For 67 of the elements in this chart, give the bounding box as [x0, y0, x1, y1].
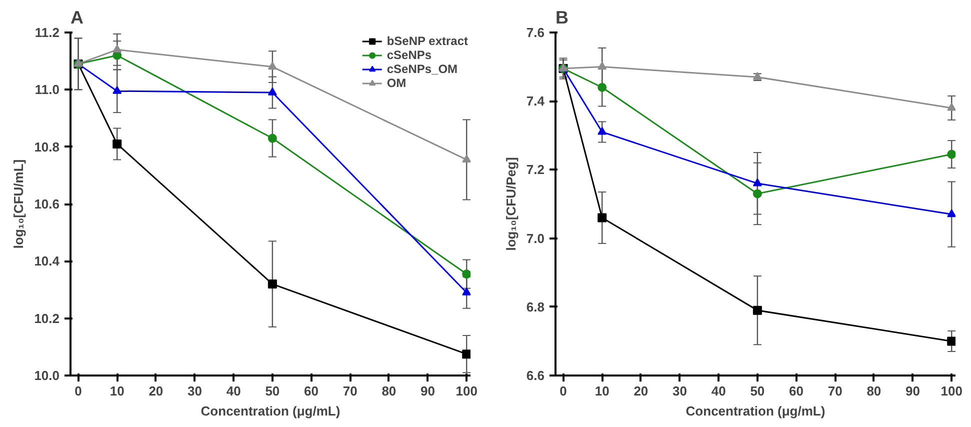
- y-tick-label: 7.2: [526, 162, 545, 178]
- point: [462, 154, 470, 163]
- y-tick-label: 11.2: [34, 25, 60, 40]
- point: [462, 270, 470, 279]
- y-tick-label: 10.6: [34, 196, 60, 212]
- y-tick-label: 6.6: [526, 368, 545, 383]
- point: [268, 280, 277, 289]
- legend-label: bSeNP extract: [386, 34, 468, 48]
- x-tick-label: 90: [420, 384, 436, 398]
- chart-title: A: [70, 8, 84, 28]
- point: [947, 209, 956, 218]
- x-tick-label: 100: [456, 384, 478, 398]
- point: [112, 139, 122, 148]
- x-axis-title: Concentration (μg/mL): [200, 404, 340, 418]
- x-tick-label: 20: [634, 384, 648, 398]
- y-tick-label: 10.2: [34, 310, 60, 326]
- point: [598, 82, 607, 92]
- point: [112, 44, 122, 52]
- point: [462, 287, 470, 296]
- x-tick-label: 0: [74, 384, 82, 398]
- point: [947, 102, 956, 111]
- x-tick-label: 80: [382, 384, 396, 398]
- x-tick-label: 40: [711, 384, 726, 398]
- point: [598, 213, 607, 222]
- point: [752, 178, 762, 186]
- point: [947, 336, 956, 346]
- y-tick-label: 11.0: [34, 82, 60, 98]
- x-tick-label: 40: [226, 384, 241, 398]
- x-tick-label: 50: [750, 384, 765, 398]
- y-tick-label: 10.8: [34, 139, 60, 154]
- y-axis-title: log₁₀[CFU/Peg]: [503, 157, 518, 251]
- x-tick-label: 70: [828, 384, 842, 398]
- x-tick-label: 20: [148, 384, 164, 398]
- x-axis-title: Concentration (μg/mL): [686, 404, 826, 418]
- y-tick-label: 6.8: [526, 299, 545, 314]
- y-tick-label: 7.0: [526, 230, 545, 246]
- point: [752, 189, 762, 198]
- x-tick-label: 80: [866, 384, 882, 398]
- legend-label: cSeNPs: [386, 48, 432, 62]
- legend-label: OM: [386, 76, 407, 90]
- chart-title: B: [556, 8, 568, 28]
- x-tick-label: 70: [342, 384, 358, 398]
- legend-label: cSeNPs_OM: [386, 62, 458, 76]
- x-tick-label: 60: [789, 384, 804, 398]
- y-axis-title: log₁₀[CFU/mL]: [11, 159, 26, 249]
- point: [268, 134, 277, 143]
- y-tick-label: 10.0: [34, 368, 60, 383]
- point: [947, 150, 956, 159]
- point: [462, 350, 470, 359]
- point: [598, 62, 607, 70]
- x-tick-label: 10: [594, 384, 610, 398]
- point: [598, 126, 607, 135]
- x-tick-label: 50: [265, 384, 280, 398]
- point: [268, 62, 277, 70]
- y-tick-label: 10.4: [34, 254, 60, 269]
- x-tick-label: 30: [672, 384, 688, 398]
- x-tick-label: 0: [560, 384, 567, 398]
- point: [752, 306, 762, 315]
- y-tick-label: 7.4: [526, 94, 546, 109]
- x-tick-label: 60: [304, 384, 319, 398]
- point: [112, 86, 122, 94]
- x-tick-label: 100: [940, 384, 962, 398]
- x-tick-label: 90: [906, 384, 920, 398]
- y-tick-label: 7.6: [526, 25, 545, 40]
- point: [268, 87, 277, 96]
- x-tick-label: 10: [110, 384, 124, 398]
- x-tick-label: 30: [188, 384, 202, 398]
